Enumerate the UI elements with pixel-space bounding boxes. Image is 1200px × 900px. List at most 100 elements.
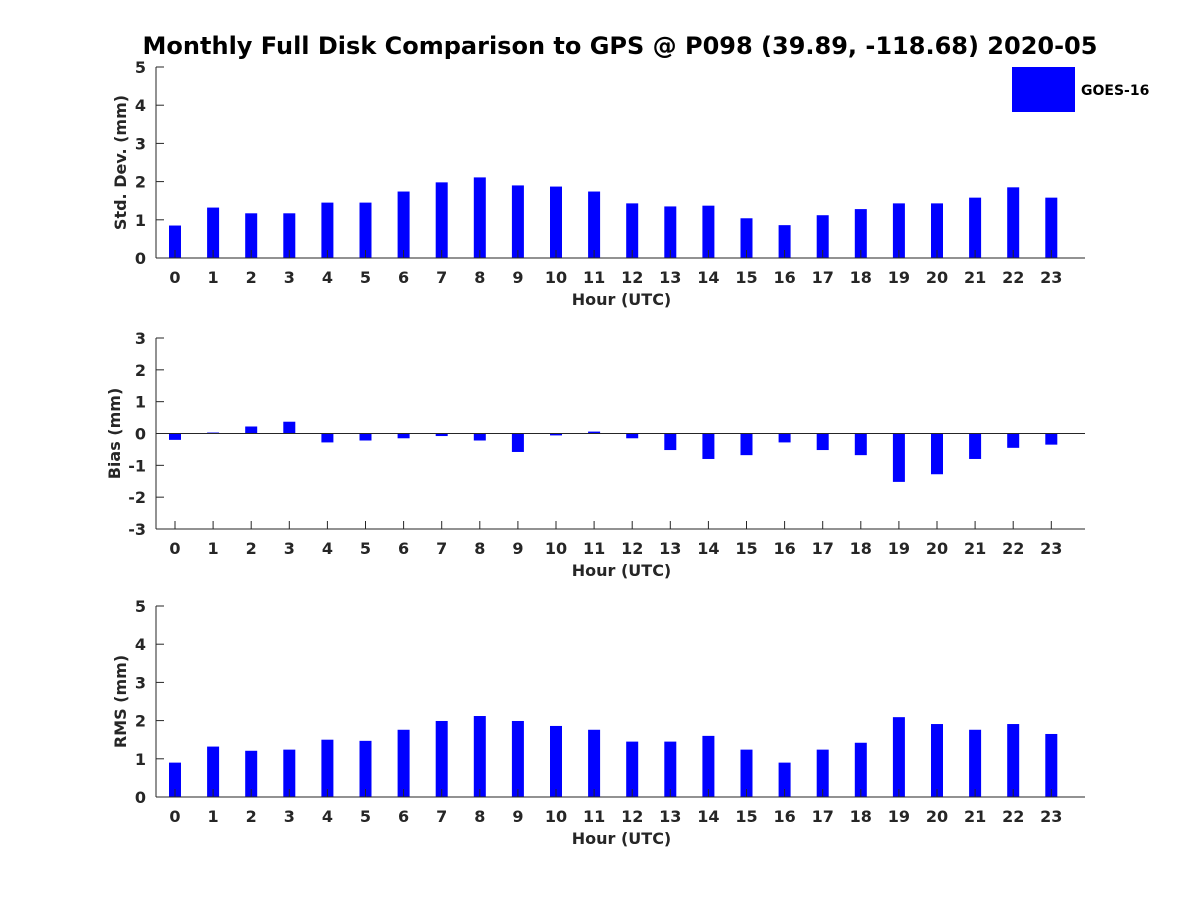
bias-y-tick-label: 1	[135, 393, 146, 412]
std-x-tick-label: 4	[322, 268, 333, 287]
std-x-tick-label: 8	[474, 268, 485, 287]
bias-x-tick-label: 8	[474, 539, 485, 558]
rms-x-tick-label: 23	[1040, 807, 1062, 826]
std-bar-hour-6	[397, 191, 410, 258]
std-bar-hour-4	[321, 202, 334, 258]
rms-x-tick-label: 12	[621, 807, 643, 826]
std-y-tick-label: 5	[135, 58, 146, 77]
rms-y-tick-label: 3	[135, 673, 146, 692]
rms-x-tick-label: 11	[583, 807, 605, 826]
bias-y-tick-label: -2	[128, 488, 146, 507]
rms-x-tick-label: 5	[360, 807, 371, 826]
rms-x-axis-label: Hour (UTC)	[572, 829, 672, 848]
bias-bar-hour-3	[283, 421, 296, 434]
rms-x-tick-label: 15	[735, 807, 757, 826]
std-x-tick-label: 22	[1002, 268, 1024, 287]
rms-bar-hour-10	[550, 725, 562, 797]
bias-y-tick-label: 0	[135, 425, 146, 444]
chart-title: Monthly Full Disk Comparison to GPS @ P0…	[143, 32, 1098, 60]
rms-bar-hour-1	[207, 746, 220, 797]
rms-x-tick-label: 1	[208, 807, 219, 826]
rms-y-axis-label: RMS (mm)	[111, 655, 130, 748]
bias-x-axis-label: Hour (UTC)	[572, 561, 672, 580]
rms-x-tick-label: 21	[964, 807, 986, 826]
std-x-tick-label: 13	[659, 268, 681, 287]
bias-bar-hour-2	[245, 426, 258, 434]
bias-x-tick-label: 4	[322, 539, 333, 558]
std-bar-hour-8	[473, 177, 486, 258]
std-bar-hour-0	[169, 225, 181, 258]
std-x-tick-label: 16	[773, 268, 795, 287]
rms-x-tick-label: 6	[398, 807, 409, 826]
std-bar-hour-12	[626, 203, 639, 258]
std-y-tick-label: 0	[135, 249, 146, 268]
rms-y-tick-label: 0	[135, 788, 146, 807]
rms-x-tick-label: 17	[812, 807, 834, 826]
std-bar-hour-13	[664, 206, 677, 258]
rms-bar-hour-18	[854, 742, 867, 797]
std-x-axis-label: Hour (UTC)	[572, 290, 672, 309]
std-x-tick-label: 5	[360, 268, 371, 287]
rms-bar-hour-5	[359, 740, 372, 797]
std-bar-hour-20	[931, 203, 943, 258]
bias-bar-hour-0	[169, 433, 181, 440]
bias-bar-hour-14	[702, 433, 715, 459]
std-x-tick-label: 2	[246, 268, 257, 287]
rms-x-tick-label: 18	[850, 807, 872, 826]
bias-bar-hour-7	[435, 433, 448, 437]
bias-bar-hour-15	[740, 433, 753, 456]
std-y-tick-label: 4	[135, 96, 146, 115]
rms-bar-hour-17	[816, 749, 829, 797]
std-bar-hour-1	[207, 207, 220, 258]
bias-x-tick-label: 14	[697, 539, 719, 558]
bias-x-tick-label: 18	[850, 539, 872, 558]
bias-bar-hour-6	[397, 433, 410, 439]
bias-x-tick-label: 20	[926, 539, 948, 558]
std-x-tick-label: 23	[1040, 268, 1062, 287]
rms-x-tick-label: 16	[773, 807, 795, 826]
rms-bar-hour-8	[473, 716, 486, 797]
rms-x-tick-label: 9	[512, 807, 523, 826]
std-y-tick-label: 1	[135, 211, 146, 230]
std-bar-hour-21	[969, 197, 982, 258]
bias-bar-hour-13	[664, 433, 677, 451]
bias-y-tick-label: 2	[135, 361, 146, 380]
rms-bar-hour-21	[969, 729, 982, 797]
bias-bar-hour-22	[1007, 433, 1020, 448]
bias-x-tick-label: 15	[735, 539, 757, 558]
std-x-tick-label: 19	[888, 268, 910, 287]
bias-x-tick-label: 17	[812, 539, 834, 558]
bias-x-tick-label: 21	[964, 539, 986, 558]
legend: GOES-16	[1012, 67, 1149, 112]
std-y-tick-label: 3	[135, 134, 146, 153]
std-bar-hour-23	[1045, 197, 1058, 258]
std-x-tick-label: 10	[545, 268, 567, 287]
std-bar-hour-17	[816, 215, 829, 258]
std-x-tick-label: 7	[436, 268, 447, 287]
rms-x-tick-label: 10	[545, 807, 567, 826]
rms-bar-hour-15	[740, 749, 753, 797]
rms-bar-hour-12	[626, 741, 639, 797]
rms-bar-hour-13	[664, 741, 677, 797]
std-x-tick-label: 3	[284, 268, 295, 287]
rms-x-tick-label: 2	[246, 807, 257, 826]
bias-x-tick-label: 23	[1040, 539, 1062, 558]
rms-bar-hour-23	[1045, 733, 1058, 797]
bias-bar-hour-19	[892, 433, 905, 482]
std-x-tick-label: 20	[926, 268, 948, 287]
bias-x-tick-label: 5	[360, 539, 371, 558]
bias-y-tick-label: 3	[135, 329, 146, 348]
bias-bar-hour-11	[588, 431, 601, 434]
bias-bar-hour-4	[321, 433, 334, 443]
std-y-axis-label: Std. Dev. (mm)	[111, 95, 130, 230]
std-bar-hour-18	[854, 209, 867, 258]
std-x-tick-label: 1	[208, 268, 219, 287]
rms-x-tick-label: 8	[474, 807, 485, 826]
rms-bar-hour-0	[169, 762, 181, 797]
bias-x-tick-label: 16	[773, 539, 795, 558]
rms-bar-hour-2	[245, 750, 258, 797]
